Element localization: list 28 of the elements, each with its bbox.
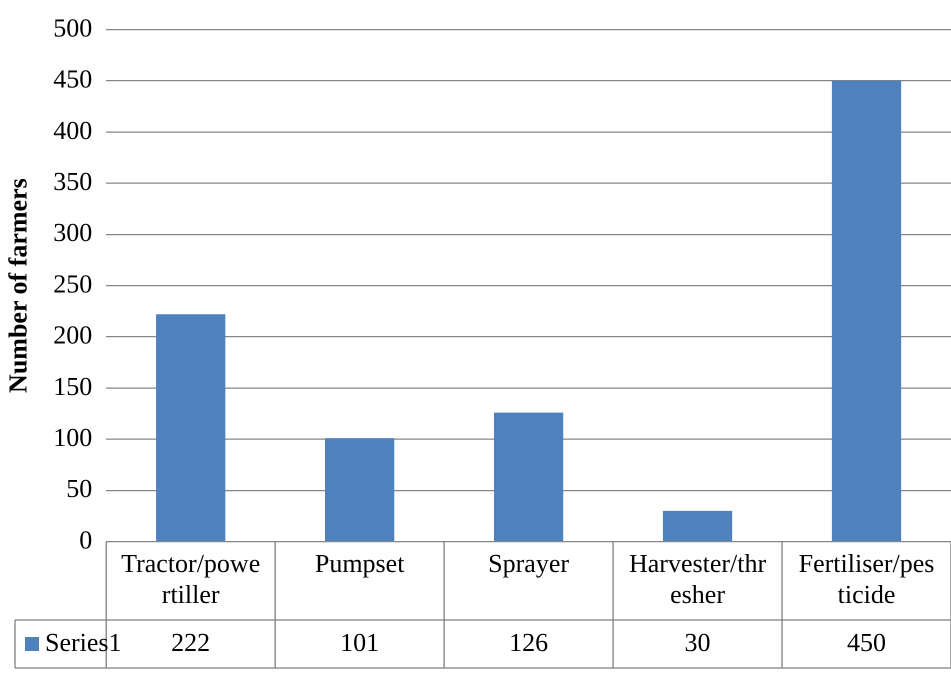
legend-label: Series1: [45, 628, 122, 657]
x-tick-label: Fertiliser/pesticide: [798, 549, 934, 610]
y-tick-label: 500: [53, 13, 92, 42]
y-tick-label: 300: [53, 218, 92, 248]
y-tick-label: 200: [53, 320, 92, 350]
bar: [832, 80, 902, 541]
bar: [156, 314, 226, 541]
bar: [662, 510, 732, 541]
x-tick-label: Tractor/powertiller: [121, 549, 260, 610]
data-label: 450: [847, 628, 886, 657]
y-tick-label: 450: [53, 64, 92, 94]
x-tick-label: Pumpset: [314, 549, 406, 578]
y-tick-label: 350: [53, 167, 92, 196]
y-tick-label: 250: [53, 269, 92, 298]
y-axis-title: Number of farmers: [3, 178, 32, 393]
y-tick-label: 50: [66, 474, 92, 504]
y-tick-label: 0: [79, 525, 92, 554]
y-tick-label: 400: [53, 116, 92, 145]
bar: [494, 412, 564, 541]
data-label: 101: [340, 628, 380, 657]
y-tick-label: 150: [53, 372, 92, 401]
bar: [325, 438, 394, 541]
data-label: 222: [171, 628, 210, 657]
data-label: 30: [684, 628, 711, 657]
data-label: 126: [509, 628, 548, 657]
y-tick-label: 100: [53, 423, 92, 452]
x-tick-label: Sprayer: [488, 549, 570, 578]
x-tick-label: Harvester/thresher: [628, 549, 766, 610]
